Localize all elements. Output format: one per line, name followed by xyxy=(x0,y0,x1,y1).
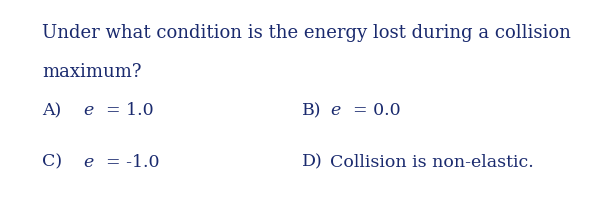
Text: B): B) xyxy=(302,102,321,119)
Text: C): C) xyxy=(42,154,62,171)
Text: = -1.0: = -1.0 xyxy=(106,154,160,171)
Text: Under what condition is the energy lost during a collision: Under what condition is the energy lost … xyxy=(42,24,571,42)
Text: = 1.0: = 1.0 xyxy=(106,102,154,119)
Text: D): D) xyxy=(302,154,322,171)
Text: A): A) xyxy=(42,102,62,119)
Text: = 0.0: = 0.0 xyxy=(353,102,401,119)
Text: e: e xyxy=(83,102,93,119)
Text: e: e xyxy=(330,102,341,119)
Text: Collision is non-elastic.: Collision is non-elastic. xyxy=(330,154,534,171)
Text: maximum?: maximum? xyxy=(42,63,142,81)
Text: e: e xyxy=(83,154,93,171)
